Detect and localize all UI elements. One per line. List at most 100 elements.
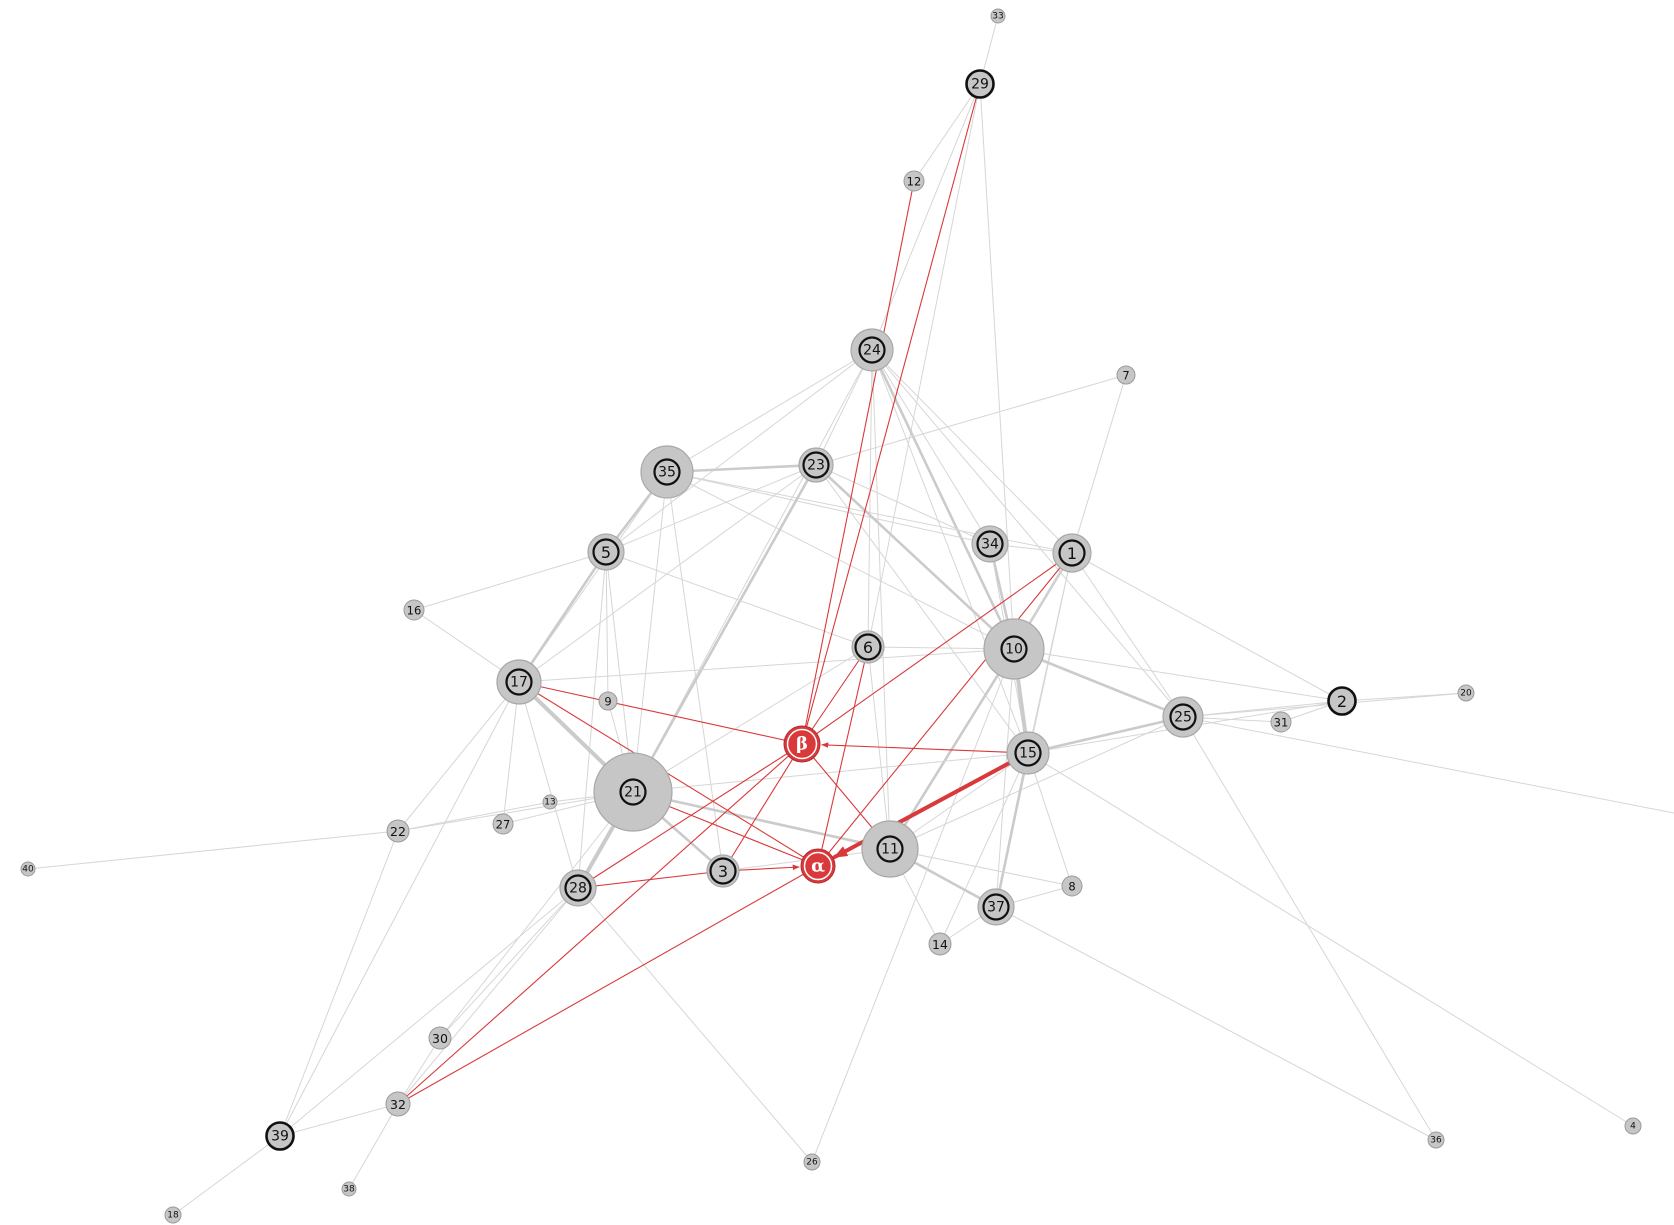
- node-1-label: 1: [1067, 544, 1077, 563]
- node-11-ring: [876, 835, 904, 863]
- node-30-label: 30: [432, 1031, 448, 1046]
- node-24-ring: [858, 336, 886, 364]
- edge-32-beta: [397, 743, 803, 1105]
- edge-3-beta: [722, 743, 803, 872]
- edge-17-28: [518, 681, 579, 889]
- node-beta[interactable]: β: [783, 725, 821, 763]
- edge-24-1: [871, 349, 1073, 554]
- node-24[interactable]: 24: [850, 328, 894, 372]
- edge-10-2: [1013, 648, 1343, 702]
- node-35[interactable]: 35: [640, 445, 694, 499]
- node-28[interactable]: 28: [559, 869, 597, 907]
- node-18-circle: [164, 1206, 182, 1224]
- node-beta-inner-ring: [786, 728, 818, 760]
- node-21[interactable]: 21: [593, 752, 673, 832]
- node-13[interactable]: 13: [542, 794, 558, 810]
- node-11[interactable]: 11: [861, 820, 919, 878]
- node-13-label: 13: [544, 798, 555, 808]
- node-9[interactable]: 9: [598, 691, 618, 711]
- node-27[interactable]: 27: [492, 813, 514, 835]
- node-23[interactable]: 23: [798, 447, 834, 483]
- node-25[interactable]: 25: [1162, 696, 1204, 738]
- node-7[interactable]: 7: [1116, 365, 1136, 385]
- node-8-circle: [1061, 875, 1083, 897]
- node-2[interactable]: 2: [1327, 686, 1357, 716]
- node-14[interactable]: 14: [928, 932, 952, 956]
- node-21-label: 21: [624, 785, 642, 801]
- node-1[interactable]: 1: [1052, 533, 1092, 573]
- node-38[interactable]: 38: [341, 1181, 357, 1197]
- edge-35-21: [632, 471, 668, 793]
- node-6-ring: [854, 633, 882, 661]
- edge-29-24: [871, 83, 981, 351]
- edge-22-13: [397, 801, 551, 832]
- node-40-label: 40: [22, 865, 34, 875]
- node-34[interactable]: 34: [971, 525, 1009, 563]
- node-7-label: 7: [1122, 369, 1129, 383]
- node-32[interactable]: 32: [385, 1091, 411, 1117]
- edge-35-34: [666, 471, 991, 545]
- edge-23-7: [815, 374, 1127, 466]
- edge-30-32: [397, 1037, 441, 1105]
- edge-22-40: [27, 830, 399, 870]
- node-12[interactable]: 12: [903, 170, 925, 192]
- node-27-circle: [492, 813, 514, 835]
- node-22[interactable]: 22: [386, 819, 410, 843]
- edge-15-8: [1027, 752, 1073, 887]
- node-37[interactable]: 37: [977, 888, 1015, 926]
- node-39-label: 39: [271, 1129, 289, 1145]
- edge-23-15: [815, 464, 1029, 754]
- edge-6-beta: [801, 646, 869, 745]
- edge-offscreen: [1182, 716, 1674, 814]
- edge-23-17: [518, 464, 817, 683]
- node-31[interactable]: 31: [1270, 711, 1292, 733]
- edge-29-10: [979, 83, 1015, 650]
- node-29-ring: [965, 69, 995, 99]
- node-33[interactable]: 33: [990, 8, 1006, 24]
- node-10[interactable]: 10: [983, 618, 1045, 680]
- edge-28-beta: [577, 743, 803, 889]
- node-6[interactable]: 6: [851, 630, 885, 664]
- node-4[interactable]: 4: [1624, 1117, 1642, 1135]
- node-40[interactable]: 40: [20, 861, 36, 877]
- node-3[interactable]: 3: [706, 854, 740, 888]
- node-34-label: 34: [981, 537, 999, 553]
- node-16[interactable]: 16: [403, 599, 425, 621]
- highlighted-edge-layer: [397, 83, 1073, 1105]
- node-37-label: 37: [987, 900, 1005, 916]
- node-15[interactable]: 15: [1006, 731, 1050, 775]
- node-9-circle: [598, 691, 618, 711]
- edge-10-37: [995, 648, 1015, 908]
- node-21-ring: [619, 778, 647, 806]
- edge-5-9: [605, 551, 609, 702]
- node-25-label: 25: [1174, 710, 1192, 726]
- node-alpha[interactable]: α: [800, 848, 836, 884]
- node-5[interactable]: 5: [587, 533, 625, 571]
- edge-layer: [27, 15, 1674, 1216]
- node-3-ring: [709, 857, 737, 885]
- edge-23-5: [605, 464, 817, 553]
- edge-24-34: [871, 349, 991, 545]
- node-24-label: 24: [863, 343, 881, 359]
- edge-1-beta: [801, 552, 1073, 745]
- node-38-label: 38: [343, 1185, 355, 1195]
- edge-21-30: [439, 791, 634, 1039]
- node-30[interactable]: 30: [428, 1026, 452, 1050]
- node-39[interactable]: 39: [265, 1121, 295, 1151]
- edge-35-10: [666, 471, 1015, 650]
- node-25-ring: [1169, 703, 1197, 731]
- node-3-label: 3: [718, 862, 728, 881]
- node-36[interactable]: 36: [1427, 1131, 1445, 1149]
- node-20[interactable]: 20: [1457, 684, 1475, 702]
- edge-28-30: [439, 887, 579, 1039]
- node-18[interactable]: 18: [164, 1206, 182, 1224]
- node-29[interactable]: 29: [965, 69, 995, 99]
- node-17[interactable]: 17: [496, 659, 542, 705]
- node-8[interactable]: 8: [1061, 875, 1083, 897]
- node-33-label: 33: [992, 12, 1003, 22]
- node-5-label: 5: [601, 543, 611, 562]
- node-5-ring: [592, 538, 620, 566]
- node-26[interactable]: 26: [803, 1153, 821, 1171]
- edge-21-22: [397, 791, 634, 832]
- node-26-label: 26: [806, 1158, 818, 1168]
